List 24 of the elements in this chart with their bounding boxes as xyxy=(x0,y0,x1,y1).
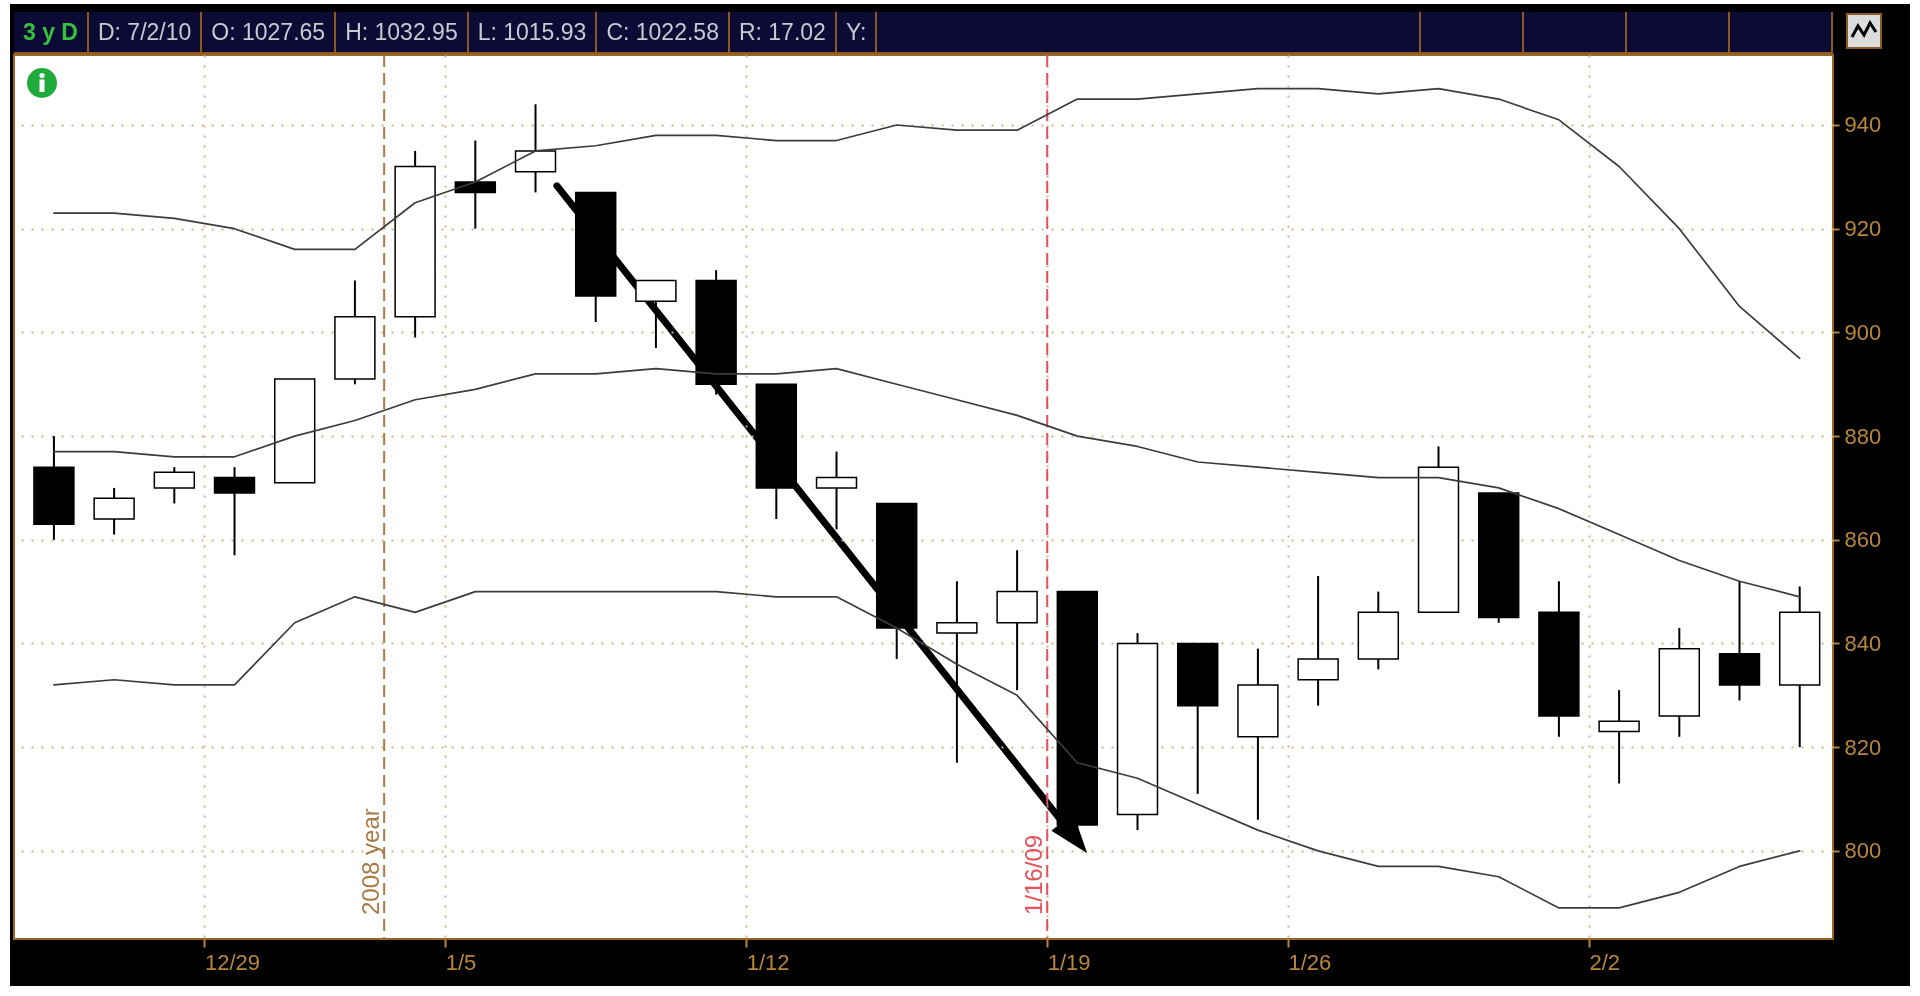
x-tick-label: 2/2 xyxy=(1589,949,1621,975)
y-tick-label: 820 xyxy=(1844,734,1882,760)
text: D: 7/2/10 xyxy=(88,12,203,52)
x-tick-label: 1/19 xyxy=(1047,949,1091,975)
ref-line-label: 1/16/09 xyxy=(1020,834,1048,915)
text: L: 1015.93 xyxy=(468,12,598,52)
text: C: 1022.58 xyxy=(597,12,730,52)
annotation: 2008 year xyxy=(357,808,385,915)
text: 3 y D xyxy=(14,12,89,52)
y-tick-label: 900 xyxy=(1844,319,1882,345)
y-tick-label: 880 xyxy=(1844,423,1882,449)
y-tick-label: 940 xyxy=(1844,112,1882,138)
x-tick-label: 1/26 xyxy=(1288,949,1332,975)
text: Y: xyxy=(836,12,878,52)
x-tick-label: 1/5 xyxy=(445,949,477,975)
y-tick-label: 860 xyxy=(1844,527,1882,553)
y-tick-label: 840 xyxy=(1844,630,1882,656)
x-tick-label: 12/29 xyxy=(204,949,260,975)
text: H: 1032.95 xyxy=(336,12,469,52)
y-tick-label: 800 xyxy=(1844,838,1882,864)
x-tick-label: 1/12 xyxy=(746,949,790,975)
y-tick-label: 920 xyxy=(1844,216,1882,242)
text: R: 17.02 xyxy=(729,12,837,52)
text: O: 1027.65 xyxy=(202,12,337,52)
